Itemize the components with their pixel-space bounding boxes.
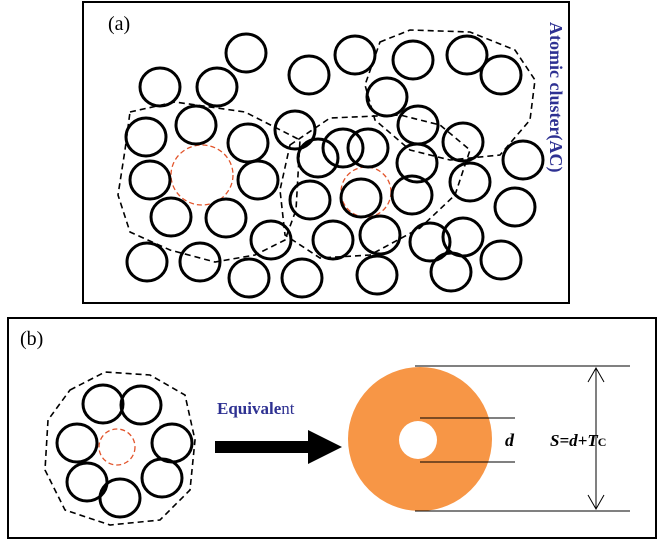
cluster-outline (365, 30, 535, 160)
atom (450, 163, 490, 201)
atom (127, 243, 167, 281)
panel-a-label: (a) (108, 13, 130, 35)
atom (341, 179, 381, 217)
atom (140, 68, 180, 106)
center-site (171, 145, 233, 205)
atom (206, 199, 246, 237)
atom (152, 424, 192, 462)
atom (226, 34, 266, 72)
atom (126, 118, 166, 156)
atom (503, 141, 543, 179)
atom (360, 216, 400, 254)
outer-dimension-main: S=d+T (550, 431, 598, 450)
atom (398, 106, 438, 144)
cluster-outline (118, 102, 300, 262)
atom (393, 41, 433, 79)
arrow-head (308, 430, 342, 464)
equivalent-label: Equivalent (217, 399, 295, 418)
atom (481, 241, 521, 279)
center-site (99, 429, 135, 465)
atom (151, 198, 191, 236)
atom (335, 36, 375, 74)
atom (357, 256, 397, 294)
atom (176, 106, 216, 144)
arrow-shaft (215, 441, 310, 453)
atom (275, 111, 315, 149)
atom (282, 259, 322, 297)
cluster-annotation: Atomic cluster(AC) (545, 22, 566, 172)
atom (289, 56, 329, 94)
equivalent-rest: nt (281, 399, 295, 418)
atom (228, 124, 268, 162)
atom (229, 259, 269, 297)
equivalent-bold: Equivale (217, 399, 282, 418)
atom (197, 68, 237, 106)
diagram: (a) Atomic cluster(AC) (b) Equivalent d … (0, 0, 659, 540)
atom (142, 459, 182, 497)
outer-dimension-sub: C (598, 435, 607, 449)
atom (431, 253, 471, 291)
atom (443, 123, 483, 161)
panel-b-frame (8, 318, 656, 538)
atom (367, 78, 407, 116)
atom (495, 188, 535, 226)
atom (481, 56, 521, 94)
atom (130, 161, 170, 199)
atom (83, 385, 123, 423)
panel-b-label: (b) (20, 328, 43, 350)
atom (323, 129, 363, 167)
atom (238, 161, 278, 199)
atom (57, 424, 97, 462)
atom (348, 129, 388, 167)
sphere-core (399, 421, 437, 459)
atom (290, 181, 330, 219)
outer-dimension: S=d+TC (550, 431, 606, 450)
inner-dimension: d (505, 430, 515, 450)
atom (100, 479, 140, 517)
atom (298, 139, 338, 177)
atom (313, 221, 353, 259)
center-site (341, 167, 391, 217)
atom (121, 386, 161, 424)
